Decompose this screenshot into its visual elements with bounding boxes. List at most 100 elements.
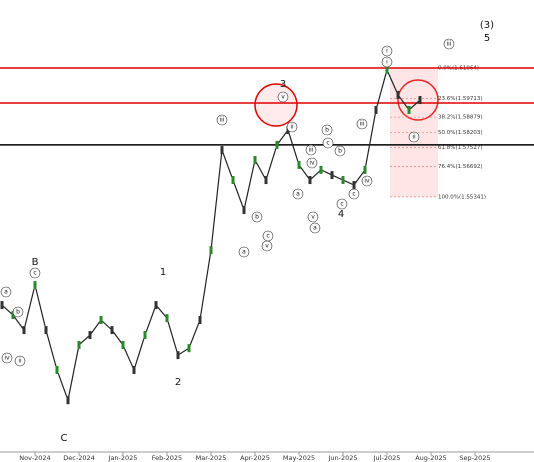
wave-circle (381, 45, 393, 57)
x-tick-label: Mar-2025 (196, 454, 227, 462)
candle (407, 105, 411, 114)
wave-circle (356, 118, 368, 130)
highlight-circle (254, 83, 298, 127)
circled-label: ii (412, 134, 416, 141)
wave-circle (322, 137, 334, 149)
wave-circle (251, 211, 263, 223)
circled-label: i (386, 59, 388, 66)
candle (187, 344, 191, 353)
candle (22, 326, 26, 335)
fib-label: 76.4%(1.56692) (438, 164, 483, 170)
fib-label: 23.6%(1.59713) (438, 96, 483, 102)
candle (176, 351, 180, 360)
candle (418, 96, 422, 105)
candle (341, 176, 345, 185)
wave-circle (305, 144, 317, 156)
wave-circle (381, 56, 393, 68)
wave-circle (286, 121, 298, 133)
candle (11, 311, 15, 320)
circled-label: b (338, 148, 342, 155)
candle (143, 331, 147, 340)
x-tick-label: Nov-2024 (19, 454, 50, 462)
candle (308, 176, 312, 185)
circled-label: a (242, 249, 246, 256)
candle (231, 176, 235, 185)
candle (99, 315, 103, 324)
wave-label: 2 (175, 377, 181, 388)
wave-circle (334, 145, 346, 157)
circled-label: ii (18, 358, 22, 365)
wave-circle (348, 188, 360, 200)
wave-circle (443, 38, 455, 50)
circled-label: iii (446, 41, 451, 48)
circled-label: iii (308, 147, 313, 154)
candle (77, 340, 81, 349)
candle (33, 281, 37, 290)
wave-circle (277, 91, 289, 103)
circled-label: b (325, 127, 329, 134)
candle (297, 160, 301, 169)
circled-label: iv (4, 355, 10, 362)
circled-label: iii (219, 117, 224, 124)
candle (242, 206, 246, 215)
candle (385, 65, 389, 74)
circled-label: c (33, 270, 36, 277)
circled-label: c (326, 140, 329, 147)
x-tick-label: Dec-2024 (63, 454, 94, 462)
x-tick-label: Jan-2025 (108, 454, 138, 462)
x-tick-label: Jul-2025 (373, 454, 401, 462)
candle (352, 180, 356, 189)
circled-label: iii (359, 121, 364, 128)
candle (319, 165, 323, 174)
highlight-circle (397, 79, 439, 121)
candle (165, 314, 169, 323)
fib-label: 61.8%(1.57527) (438, 145, 483, 151)
wave-circle (12, 306, 24, 318)
wave-label: 5 (484, 33, 490, 44)
candle (88, 331, 92, 340)
candle (198, 315, 202, 324)
circled-label: c (352, 191, 355, 198)
candle (209, 246, 213, 255)
wave-circle (307, 211, 319, 223)
x-tick-label: Aug-2025 (415, 454, 447, 462)
circled-label: c (340, 201, 343, 208)
candle (66, 396, 70, 405)
x-tick-label: Apr-2025 (240, 454, 270, 462)
candle (264, 176, 268, 185)
x-tick-label: Feb-2025 (152, 454, 182, 462)
wave-circle (321, 124, 333, 136)
wave-label: 1 (160, 267, 166, 278)
candle (253, 155, 257, 164)
wave-label: 4 (338, 209, 344, 220)
wave-circle (292, 188, 304, 200)
circled-label: a (313, 225, 317, 232)
wave-circle (29, 267, 41, 279)
candle (154, 301, 158, 310)
circled-label: iv (309, 160, 315, 167)
circled-label: a (4, 289, 8, 296)
circled-label: c (266, 233, 269, 240)
circled-label: v (281, 94, 285, 101)
wave-circle (306, 157, 318, 169)
fib-label: 50.0%(1.58203) (438, 130, 483, 136)
candle (110, 326, 114, 335)
candle (220, 146, 224, 155)
candle (330, 171, 334, 180)
wave-circle (216, 114, 228, 126)
x-tick-label: Jun-2025 (327, 454, 357, 462)
circled-label: v (265, 243, 269, 250)
circled-label: v (311, 214, 315, 221)
wave-circle (336, 198, 348, 210)
wave-circle (261, 240, 273, 252)
candle (0, 301, 4, 310)
circled-label: i (386, 48, 388, 55)
x-tick-label: May-2025 (283, 454, 315, 462)
fib-label: 100.0%(1.55341) (438, 194, 486, 200)
wave-circle (309, 222, 321, 234)
candle (44, 326, 48, 335)
x-tick-label: Sep-2025 (459, 454, 490, 462)
wave-circle (408, 131, 420, 143)
circled-label: b (16, 309, 20, 316)
circled-label: a (296, 191, 300, 198)
